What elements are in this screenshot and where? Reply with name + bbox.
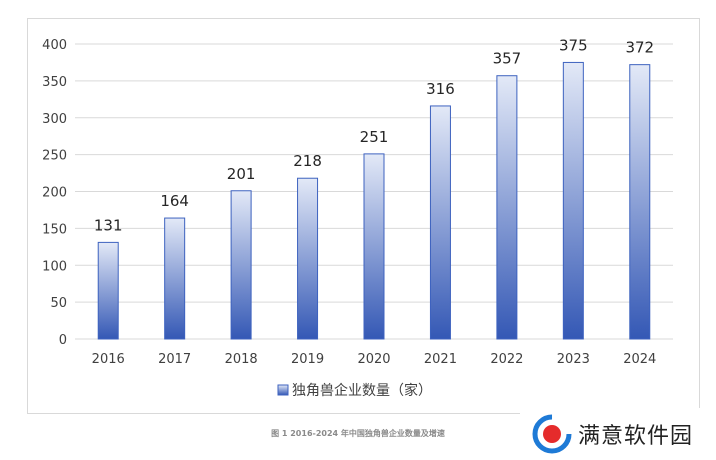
- x-tick-label: 2018: [225, 352, 258, 367]
- x-tick-label: 2021: [424, 352, 457, 367]
- bar-2018: [230, 190, 252, 340]
- bar-2019: [297, 177, 319, 340]
- y-tick-label: 0: [59, 333, 67, 348]
- y-tick-label: 300: [42, 112, 67, 127]
- brand-logo-icon: [532, 414, 572, 454]
- brand-name: 满意软件园: [578, 424, 694, 449]
- y-tick-label: 200: [42, 186, 67, 201]
- y-tick-label: 100: [42, 259, 67, 274]
- x-tick-label: 2022: [490, 352, 523, 367]
- y-tick-label: 250: [42, 149, 67, 164]
- x-tick-label: 2019: [291, 352, 324, 367]
- figure-caption: 图 1 2016-2024 年中国独角兽企业数量及增速: [271, 429, 445, 438]
- watermark: 满意软件园: [520, 408, 716, 460]
- data-label-2024: 372: [625, 39, 654, 57]
- y-tick-label: 50: [50, 296, 67, 311]
- bar-2022: [496, 75, 518, 340]
- y-tick-label: 150: [42, 222, 67, 237]
- legend-label: 独角兽企业数量（家）: [292, 382, 432, 399]
- legend: 独角兽企业数量（家）: [277, 382, 432, 399]
- chart-frame: 0 50 100 150 200 250 300 350 400 131 164 201 218 251…: [27, 18, 700, 414]
- data-label-2020: 251: [360, 128, 389, 146]
- bar-chart: 0 50 100 150 200 250 300 350 400 131 164 201 218 251…: [42, 36, 673, 399]
- data-label-2023: 375: [559, 36, 588, 54]
- y-tick-label: 350: [42, 75, 67, 90]
- data-label-2022: 357: [493, 50, 522, 68]
- bar-2020: [363, 153, 385, 340]
- bar-2024: [629, 64, 651, 340]
- x-tick-label: 2024: [623, 352, 656, 367]
- data-label-2016: 131: [94, 216, 123, 234]
- data-label-2017: 164: [160, 192, 189, 210]
- legend-swatch: [277, 384, 289, 396]
- bar-2016: [97, 241, 119, 340]
- data-label-2021: 316: [426, 80, 455, 98]
- y-tick-label: 400: [42, 38, 67, 53]
- bar-2023: [562, 61, 584, 340]
- data-label-2019: 218: [293, 152, 322, 170]
- data-label-2018: 201: [227, 165, 256, 183]
- x-tick-label: 2017: [158, 352, 191, 367]
- x-tick-label: 2023: [557, 352, 590, 367]
- bar-2021: [429, 105, 451, 340]
- x-tick-label: 2020: [357, 352, 390, 367]
- bar-2017: [164, 217, 186, 340]
- x-tick-label: 2016: [92, 352, 125, 367]
